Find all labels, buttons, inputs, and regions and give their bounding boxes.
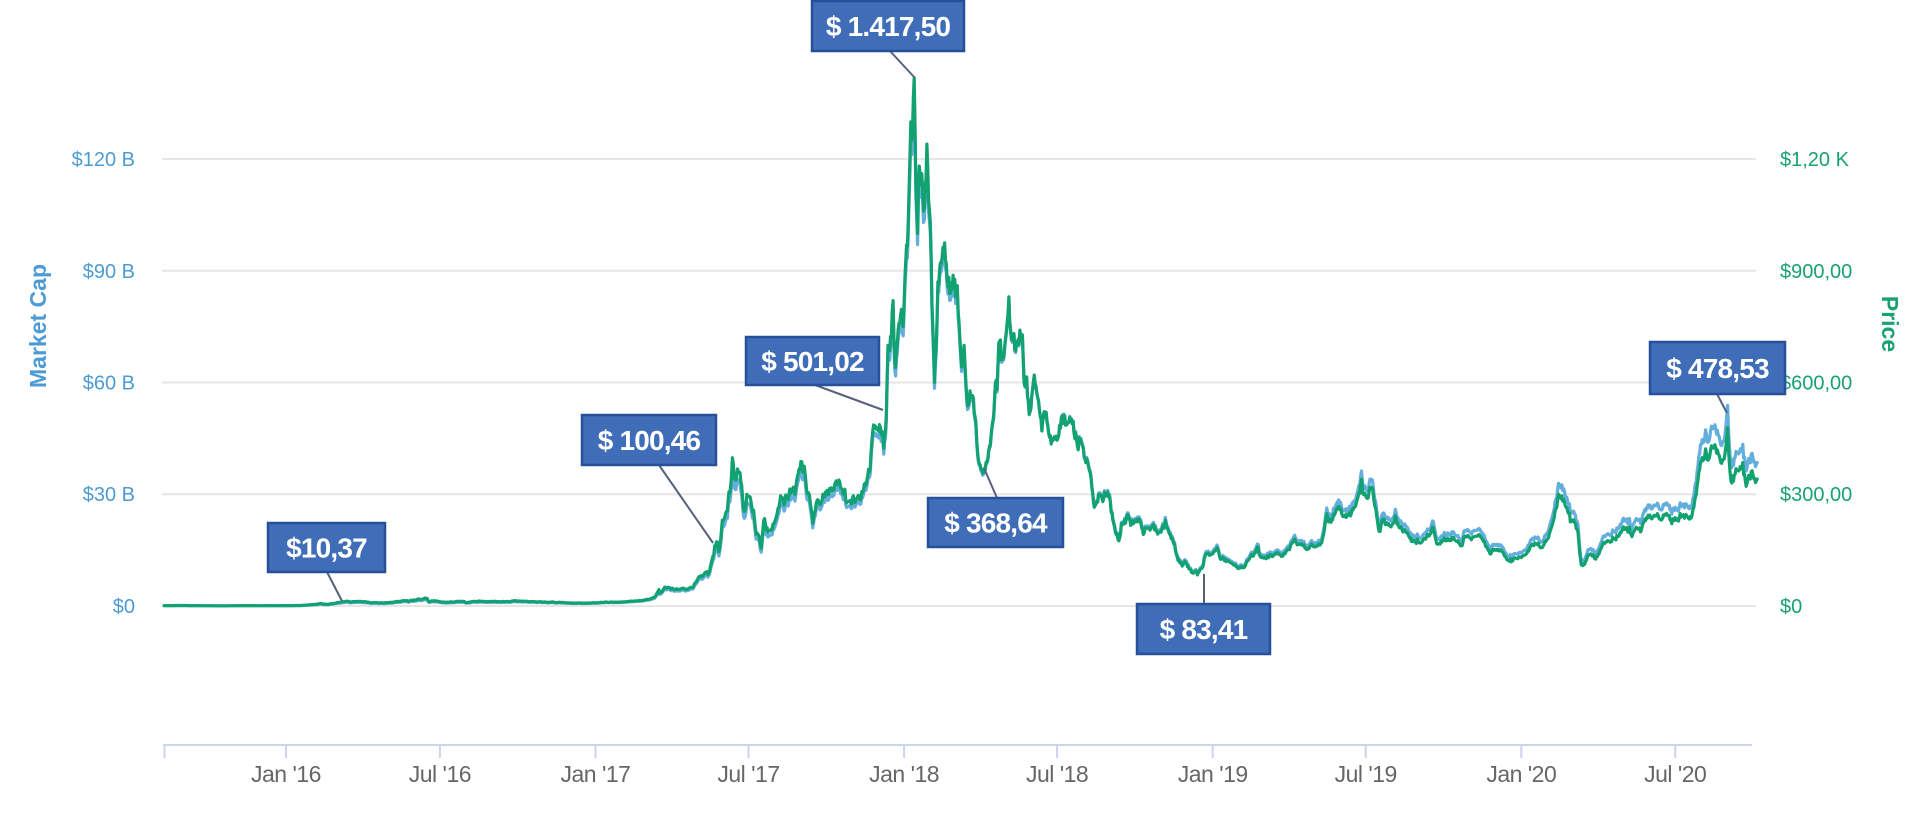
svg-text:$ 1.417,50: $ 1.417,50 <box>826 11 951 42</box>
svg-text:Jan '19: Jan '19 <box>1178 761 1248 787</box>
svg-text:$0: $0 <box>1780 596 1802 618</box>
svg-text:Jul '20: Jul '20 <box>1644 761 1706 787</box>
svg-text:$60 B: $60 B <box>83 373 135 395</box>
svg-text:$900,00: $900,00 <box>1780 261 1852 283</box>
svg-text:Jul '18: Jul '18 <box>1026 761 1088 787</box>
svg-text:Price: Price <box>1877 296 1903 352</box>
svg-text:Jul '17: Jul '17 <box>717 761 779 787</box>
svg-text:Jan '16: Jan '16 <box>251 761 321 787</box>
svg-text:$1,20 K: $1,20 K <box>1780 149 1850 171</box>
svg-text:$ 501,02: $ 501,02 <box>761 346 864 377</box>
svg-text:$ 368,64: $ 368,64 <box>944 508 1048 539</box>
svg-text:$600,00: $600,00 <box>1780 373 1852 395</box>
svg-text:Jul '16: Jul '16 <box>409 761 471 787</box>
svg-text:$30 B: $30 B <box>83 484 135 506</box>
svg-text:Jan '18: Jan '18 <box>869 761 939 787</box>
svg-text:$120 B: $120 B <box>72 149 135 171</box>
svg-text:$ 100,46: $ 100,46 <box>598 425 701 456</box>
svg-text:Jan '17: Jan '17 <box>561 761 631 787</box>
svg-text:$90 B: $90 B <box>83 261 135 283</box>
svg-text:Jul '19: Jul '19 <box>1335 761 1397 787</box>
svg-text:$300,00: $300,00 <box>1780 484 1852 506</box>
svg-text:$ 83,41: $ 83,41 <box>1160 614 1248 645</box>
svg-text:$ 478,53: $ 478,53 <box>1666 353 1769 384</box>
svg-text:Jan '20: Jan '20 <box>1486 761 1556 787</box>
svg-text:$10,37: $10,37 <box>286 533 367 564</box>
svg-text:Market Cap: Market Cap <box>25 264 51 388</box>
svg-text:$0: $0 <box>113 596 135 618</box>
